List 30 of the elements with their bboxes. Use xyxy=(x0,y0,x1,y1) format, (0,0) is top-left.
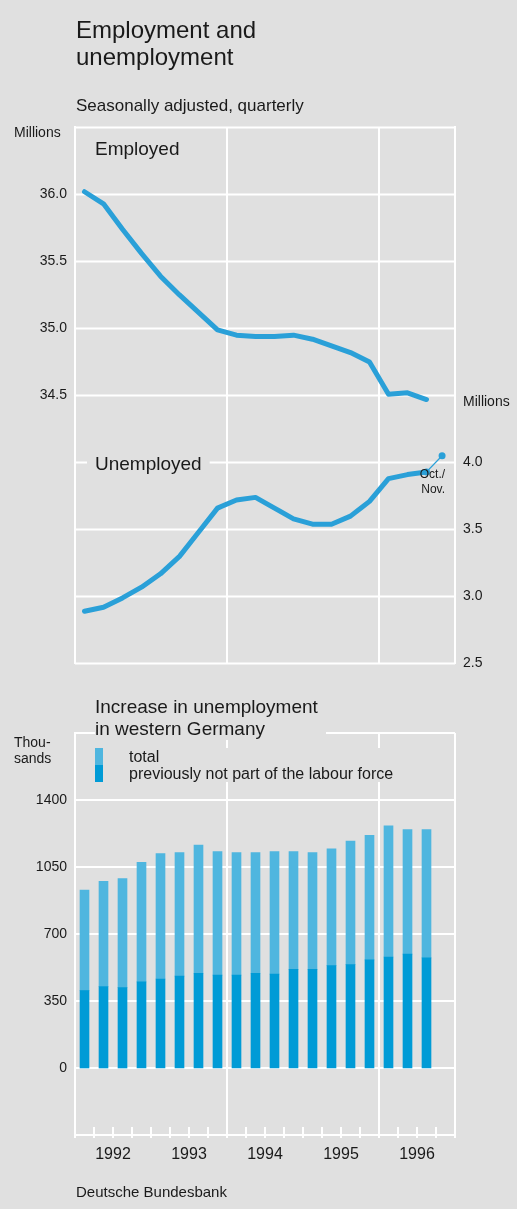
y-tick-label: 350 xyxy=(43,991,68,1008)
y-tick-label: 36.0 xyxy=(39,185,68,202)
y2-tick-label: 2.5 xyxy=(463,654,483,671)
y-tick-label: 34.5 xyxy=(39,386,68,403)
x-tick-label: 1992 xyxy=(95,1145,131,1163)
x-tick-label: 1996 xyxy=(399,1145,435,1163)
chart-title: Increase in unemployment in western Germany xyxy=(95,696,326,740)
x-tick-label: 1995 xyxy=(323,1145,359,1163)
y2-tick-label: 3.0 xyxy=(463,587,483,604)
x-tick-label: 1993 xyxy=(171,1145,207,1163)
chart-subtitle: Seasonally adjusted, quarterly xyxy=(76,96,304,116)
y-tick-label: 1050 xyxy=(35,857,68,874)
y-tick-label: 1400 xyxy=(35,790,68,807)
legend-label: total xyxy=(129,747,160,766)
y-axis-title: Thou- sands xyxy=(14,734,52,766)
y2-tick-label: 4.0 xyxy=(463,453,483,470)
text: Deutsche Bundesbank xyxy=(76,1183,227,1200)
y-tick-label: 35.5 xyxy=(39,252,68,269)
y-tick-label: 0 xyxy=(59,1058,68,1075)
series-label: Unemployed xyxy=(95,452,202,474)
y2-axis-title: Millions xyxy=(459,393,514,409)
series-label: Employed xyxy=(95,137,180,159)
chart-title: Employment and unemployment xyxy=(76,16,324,70)
data-label: Oct./ Nov. xyxy=(419,466,446,496)
x-tick-label: 1994 xyxy=(247,1145,283,1163)
legend-label: previously not part of the labour force xyxy=(129,764,394,783)
y-tick-label: 35.0 xyxy=(39,319,68,336)
y-axis-title: Millions xyxy=(14,124,61,140)
y2-tick-label: 3.5 xyxy=(463,520,483,537)
y-tick-label: 700 xyxy=(43,924,68,941)
